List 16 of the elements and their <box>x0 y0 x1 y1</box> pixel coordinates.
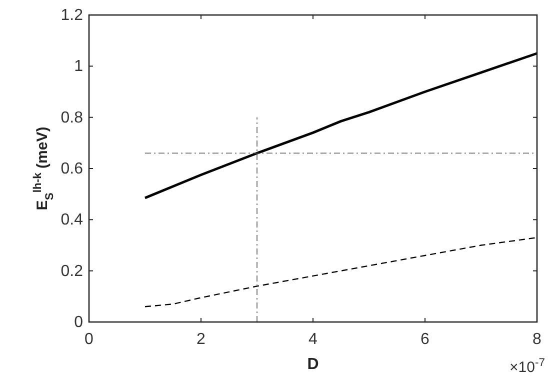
line-series <box>144 236 538 308</box>
y-tick-label: 1.2 <box>60 7 84 24</box>
y-tick-label: 0.6 <box>60 160 84 178</box>
y-tick-label: 0 <box>74 314 84 331</box>
x-tick-label: 2 <box>196 331 206 348</box>
x-tick-label: 6 <box>420 331 430 348</box>
y-tick-label: 0.4 <box>60 212 84 229</box>
y-tick-label: 0.2 <box>60 262 84 280</box>
text: ×10$^{-7}$ <box>510 357 545 376</box>
x-tick-label: 4 <box>308 331 318 348</box>
x-tick-label: 8 <box>532 331 542 348</box>
y-tick-label: 1 <box>74 58 84 76</box>
x-tick-label: 0 <box>84 331 94 348</box>
line-series <box>144 52 538 200</box>
y-tick-label: 0.8 <box>60 109 84 126</box>
x-axis-title: D <box>307 356 319 373</box>
